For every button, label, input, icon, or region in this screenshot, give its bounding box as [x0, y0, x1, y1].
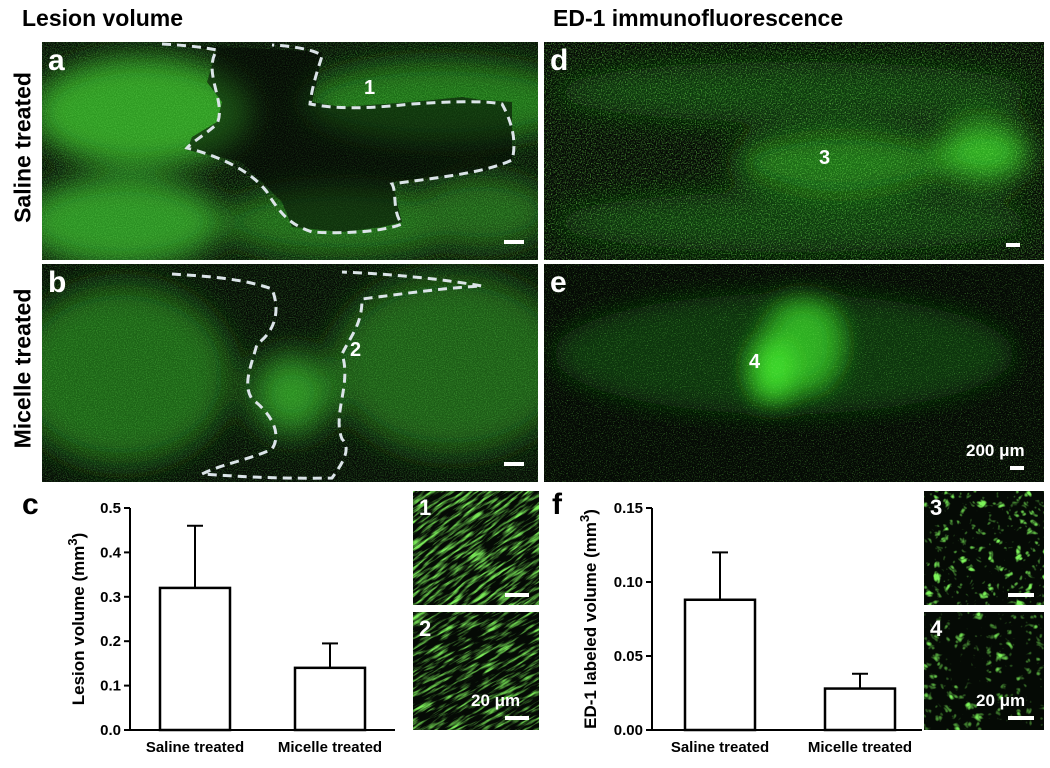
y-tick-label: 0.1: [100, 678, 121, 695]
panel-b-image: [42, 264, 538, 482]
panel-f-label: f: [552, 488, 562, 521]
y-tick-label: 0.3: [100, 589, 121, 606]
region-3-label: 3: [819, 147, 831, 169]
panel-a-image: [42, 42, 538, 260]
scale-bar-inset-1: [505, 593, 529, 597]
y-tick-label: 0.5: [100, 500, 121, 517]
bar-micelle: [823, 687, 897, 732]
lesion-outline-a: [161, 42, 516, 235]
region-4-label: 4: [749, 351, 761, 373]
y-tick-label: 0.0: [100, 722, 121, 739]
panel-a-label: a: [48, 44, 65, 77]
inset-2-label: 2: [419, 616, 432, 641]
panel-d-image: [544, 42, 1044, 260]
bar-micelle: [293, 666, 367, 732]
y-axis-title: ED-1 labeled volume (mm3): [580, 509, 600, 729]
ed1-header: ED-1 immunofluorescence: [553, 5, 844, 31]
panel-e-label: e: [550, 266, 567, 299]
panel-d-micrograph: d 3: [544, 42, 1044, 260]
y-axis-title: Lesion volume (mm3): [65, 533, 88, 706]
bar-saline: [158, 586, 232, 732]
scale-bar-d: [1006, 243, 1020, 247]
y-tick-label: 0.4: [100, 544, 122, 561]
row-label-micelle: Micelle treated: [9, 288, 36, 449]
region-1-label: 1: [364, 77, 376, 99]
panel-b-label: b: [48, 266, 67, 299]
category-label: Saline treated: [146, 739, 244, 756]
scale-bar-inset-2: [505, 716, 529, 720]
bar-saline: [683, 598, 757, 732]
inset-4-image: [924, 612, 1044, 730]
scale-text-inset-4: 20 μm: [976, 691, 1026, 710]
inset-2-image: [413, 612, 539, 730]
panel-c-label: c: [22, 488, 39, 521]
category-label: Micelle treated: [808, 739, 912, 756]
inset-1-image: [413, 491, 539, 605]
y-tick-label: 0.05: [614, 648, 643, 665]
scale-text-e: 200 μm: [966, 441, 1025, 460]
panel-e-image: [544, 264, 1044, 482]
inset-1-label: 1: [419, 495, 432, 520]
inset-3-label: 3: [930, 495, 943, 520]
inset-4-micrograph: 4 20 μm: [924, 612, 1044, 730]
row-label-saline: Saline treated: [9, 72, 36, 223]
category-label: Saline treated: [671, 739, 769, 756]
scale-bar-inset-4: [1008, 716, 1034, 720]
category-label: Micelle treated: [278, 739, 382, 756]
inset-2-micrograph: 2 20 μm: [413, 612, 539, 730]
scale-bar-inset-3: [1008, 593, 1034, 597]
chart-c-lesion-volume: 0.0 0.1 0.2 0.3 0.4 0.5 Lesion volume (mm3) Sal…: [65, 500, 395, 756]
y-tick-label: 0.15: [614, 500, 643, 517]
panel-d-label: d: [550, 44, 569, 77]
panel-b-micrograph: b 2: [42, 264, 538, 482]
scale-bar-b: [504, 462, 524, 466]
chart-f-ed1-volume: 0.00 0.05 0.10 0.15 ED-1 labeled volume (mm3…: [580, 500, 922, 756]
lesion-outline-b: [171, 270, 483, 480]
lesion-volume-header: Lesion volume: [22, 5, 184, 31]
scale-bar-e: [1010, 466, 1024, 470]
y-tick-label: 0.10: [614, 574, 643, 591]
inset-3-micrograph: 3: [924, 491, 1044, 605]
scale-text-inset-2: 20 μm: [471, 691, 521, 710]
panel-a-micrograph: a 1: [42, 42, 538, 260]
y-tick-label: 0.00: [614, 722, 643, 739]
inset-1-micrograph: 1: [413, 491, 539, 605]
inset-4-label: 4: [930, 616, 943, 641]
y-tick-label: 0.2: [100, 633, 121, 650]
panel-e-micrograph: e 4 200 μm: [544, 264, 1044, 482]
inset-3-image: [924, 491, 1044, 605]
region-2-label: 2: [350, 339, 362, 361]
scale-bar-a: [504, 240, 524, 244]
